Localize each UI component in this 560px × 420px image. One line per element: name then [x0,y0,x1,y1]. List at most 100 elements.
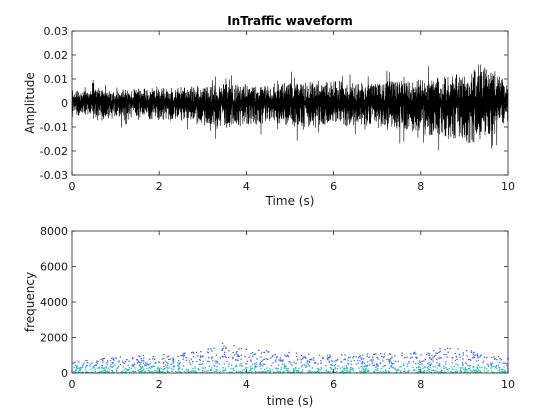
spectrogram-point [101,367,103,369]
spectrogram-point [271,356,274,358]
spectrogram-point [78,371,80,373]
spectrogram-point [228,363,230,365]
spectrogram-point [194,366,196,368]
spectrogram-point [475,360,477,362]
spectrogram-point [96,360,98,362]
spectrogram-point [293,361,295,363]
spectrogram-point [404,370,406,372]
spectrogram-point [158,361,161,364]
spectrogram-point [271,369,273,371]
spectrogram-point [181,368,183,370]
spectrogram-point [85,370,87,372]
spectrogram-point [329,354,331,356]
spectrogram-point [439,365,441,367]
spectrogram-point [499,358,501,360]
spectrogram-point [178,366,181,368]
spectrogram-point [95,364,98,366]
spectrogram-point [307,371,309,374]
spectrogram-point [127,369,130,371]
spectrogram-point [421,371,423,373]
spectrogram-point [215,354,218,356]
spectrogram-point [361,358,363,360]
spectrogram-point [143,368,145,370]
spectrogram-point [262,359,264,361]
spectrogram-point [375,353,377,355]
spectrogram-point [355,363,358,365]
spectrogram-point [202,370,204,372]
spectrogram-point [132,358,134,360]
spectrogram-point [261,371,263,373]
spectrogram-point [352,369,354,371]
spectrogram-point [394,368,396,370]
spectrogram-point [415,357,418,359]
spectrogram-point [357,357,360,359]
spectrogram-point [426,371,428,374]
spectrogram-point [453,371,455,374]
spectrogram-point [233,369,235,372]
spectrogram-point [94,370,97,373]
spectrogram-point [266,370,269,372]
spectrogram-point [320,371,323,373]
spectrogram-point [216,360,218,363]
spectrogram-point [279,371,281,373]
spectrogram-point [196,355,199,357]
spectrogram-point [78,367,80,369]
spectrogram-point [391,362,393,365]
spectrogram-point [418,366,420,368]
spectrogram-point [316,368,319,370]
spectrogram-point [471,357,474,359]
spectrogram-point [115,370,118,372]
spectrogram-point [443,365,445,367]
spectrogram-y-ticks: 8000 6000 4000 2000 0 [40,225,508,380]
spectrogram-point [109,368,111,371]
spectrogram-point [418,364,421,366]
spectrogram-point [140,361,142,363]
spectrogram-point [287,368,290,370]
spectrogram-point [493,366,495,368]
spectrogram-point [357,362,359,364]
spectrogram-point [309,370,311,372]
spectrogram-point [300,354,303,357]
spectrogram-point [434,354,436,356]
spectrogram-point [287,354,289,357]
spectrogram-point [89,363,92,365]
spectrogram-point [472,366,474,368]
spectrogram-point [413,369,415,371]
spectrogram-point [152,365,155,367]
spectrogram-point [358,355,361,357]
spectrogram-point [376,369,378,371]
spectrogram-point [285,367,287,369]
spectrogram-point [305,357,307,359]
spectrogram-point [105,366,107,368]
spectrogram-point [238,348,240,350]
spectrogram-point [177,365,180,368]
spectrogram-point [389,353,392,356]
spectrogram-point [259,366,261,368]
spectrogram-point [100,358,102,360]
spectrogram-point [471,370,473,372]
spectrogram-point [101,370,104,372]
spectrogram-point [238,371,240,373]
spectrogram-point [316,371,318,373]
spectrogram-y-tick-label: 0 [61,367,68,380]
spectrogram-point [417,370,419,372]
spectrogram-point [272,362,274,364]
spectrogram-point [428,362,430,364]
spectrogram-point [237,355,239,358]
spectrogram-point [250,365,252,367]
spectrogram-point [295,366,297,368]
spectrogram-point [146,371,149,374]
spectrogram-point [503,366,505,368]
spectrogram-point [429,364,431,366]
spectrogram-point [326,355,329,357]
spectrogram-point [137,369,140,371]
spectrogram-point [292,371,294,374]
spectrogram-point [506,367,509,369]
spectrogram-point [504,370,507,372]
spectrogram-point [456,370,459,373]
spectrogram-point [341,366,343,368]
spectrogram-point [385,371,387,373]
spectrogram-point [230,368,232,370]
spectrogram-point [407,369,410,371]
spectrogram-point [189,364,192,366]
